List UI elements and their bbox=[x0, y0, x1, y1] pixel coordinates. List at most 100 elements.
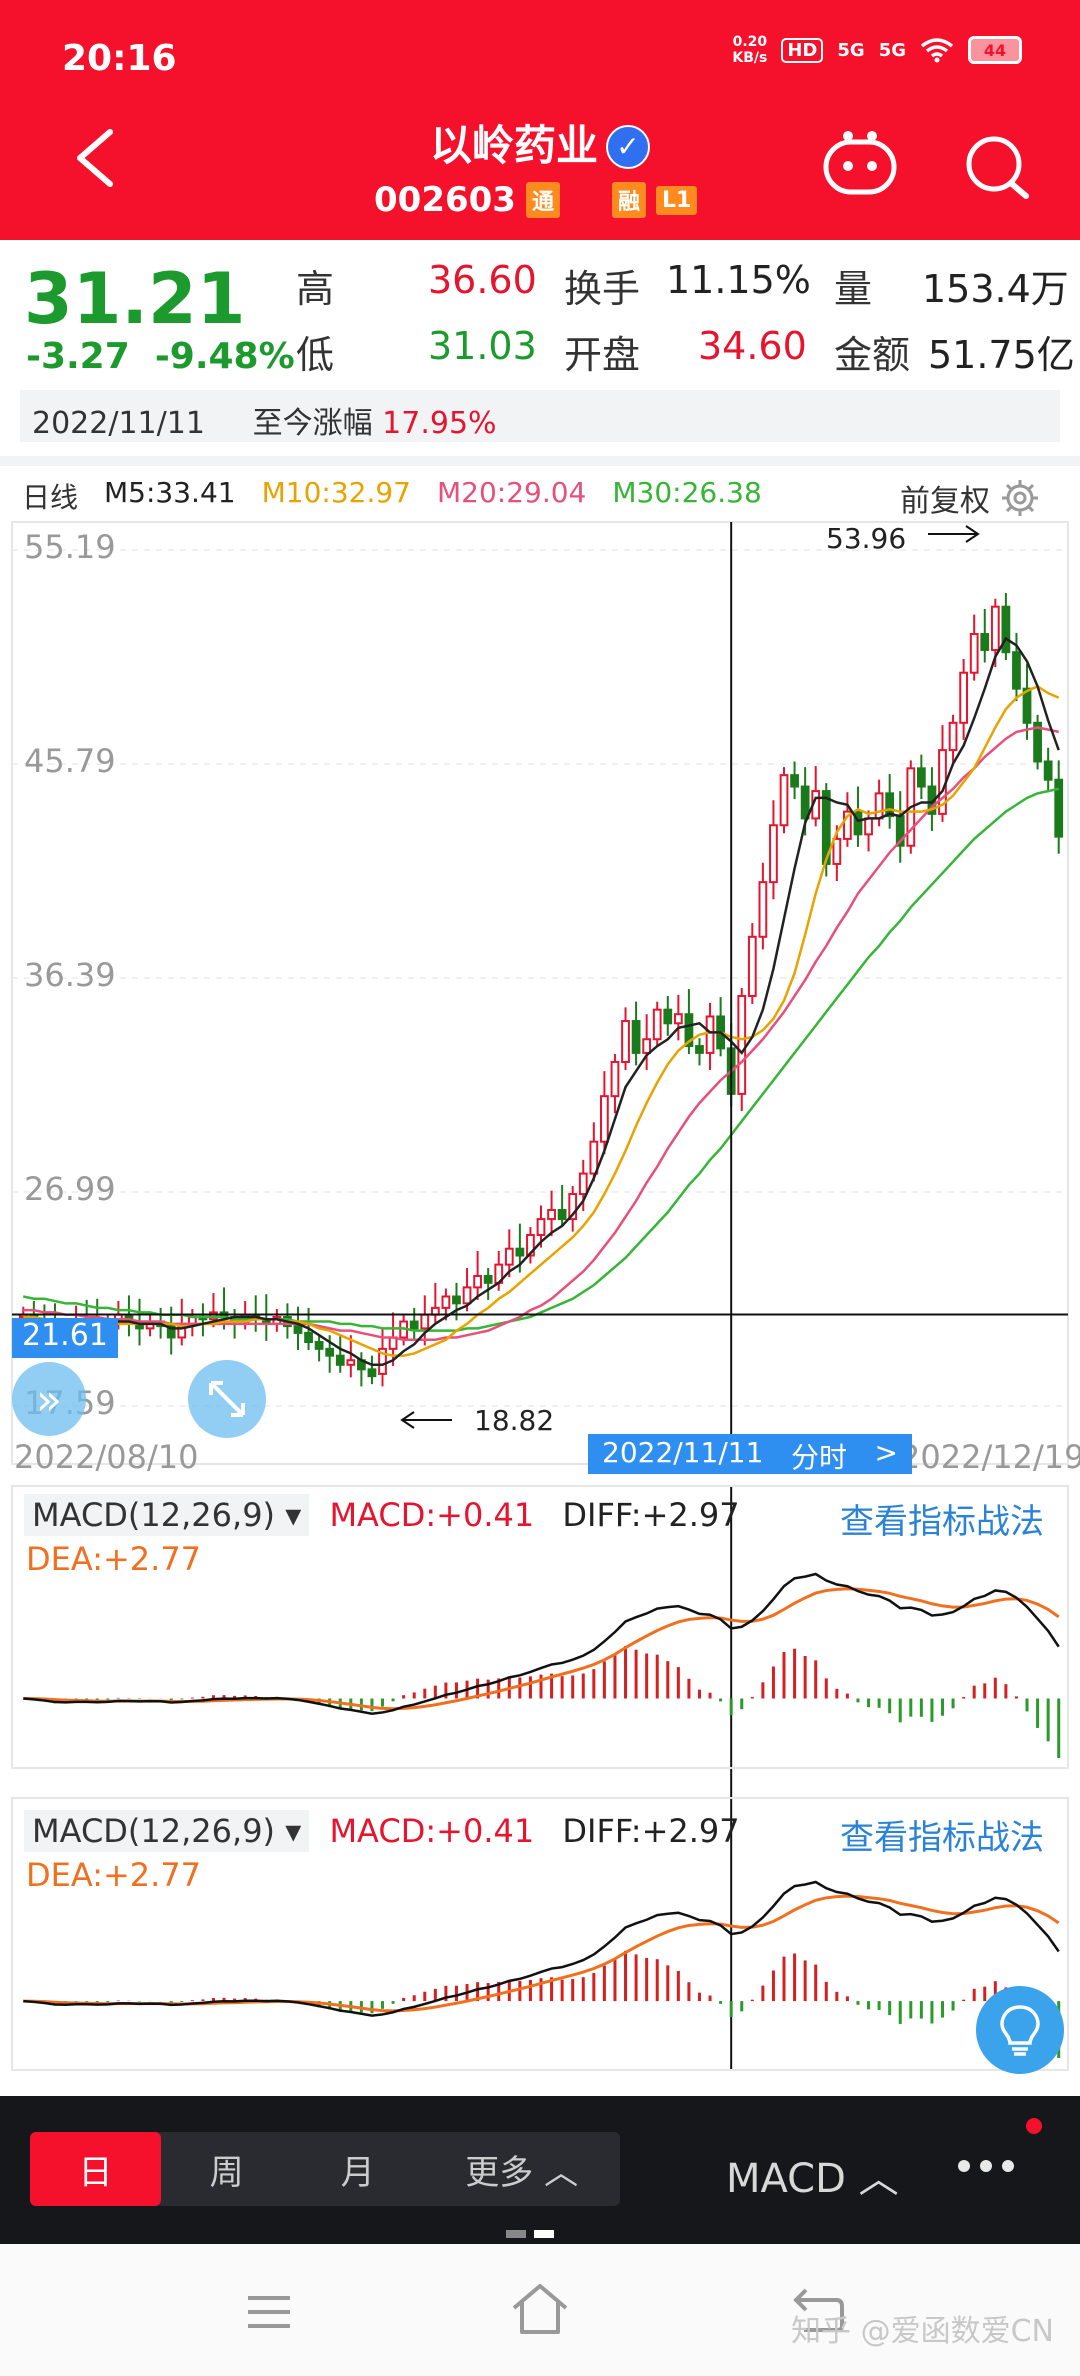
price-change: -3.27 -9.48% bbox=[26, 336, 295, 377]
crosshair-date: 2022/11/11 bbox=[602, 1436, 764, 1469]
back-icon[interactable] bbox=[72, 128, 116, 188]
watermark: 知乎 @爱函数爱CN bbox=[791, 2314, 1054, 2349]
system-nav-bar bbox=[0, 2244, 1080, 2376]
bottom-toolbar: 日 周 月 更多 ︿ MACD ︿ bbox=[0, 2096, 1080, 2244]
period-tabs: 日 周 月 更多 ︿ bbox=[30, 2132, 620, 2206]
expand-icon[interactable] bbox=[188, 1360, 266, 1438]
candle-body bbox=[378, 1347, 387, 1375]
max-price-annotation: 53.96 bbox=[826, 522, 907, 555]
macd1-selector[interactable]: MACD(12,26,9) ▾ bbox=[24, 1494, 310, 1536]
search-icon[interactable] bbox=[962, 132, 1032, 202]
candle-body bbox=[631, 1020, 641, 1054]
net-speed-unit: KB/s bbox=[732, 50, 768, 66]
candle-body bbox=[737, 994, 747, 1095]
macd1-dea: DEA:+2.77 bbox=[26, 1540, 202, 1578]
macd2-selector[interactable]: MACD(12,26,9) ▾ bbox=[24, 1810, 310, 1852]
fast-forward-icon[interactable]: » bbox=[12, 1362, 86, 1436]
candle-body bbox=[1012, 651, 1021, 690]
menu-icon[interactable] bbox=[246, 2294, 292, 2330]
ma5-line bbox=[23, 636, 1060, 1367]
turnover-label: 换手 bbox=[564, 267, 641, 311]
change-pct: -9.48% bbox=[154, 336, 295, 377]
diff-line bbox=[23, 1880, 1060, 2017]
candle-body bbox=[1022, 687, 1032, 724]
header: 20:16 0.20 KB/s HD 5G 5G 44 以岭药业 ✓ 002603 bbox=[0, 0, 1080, 240]
since-gain-bar[interactable]: 2022/11/11 至今涨幅 17.95% bbox=[20, 390, 1060, 442]
diff-line bbox=[23, 1572, 1060, 1715]
candle-body bbox=[462, 1286, 472, 1305]
candle-body bbox=[610, 1061, 620, 1098]
candle-body bbox=[515, 1247, 525, 1257]
candle-body bbox=[832, 837, 842, 865]
ma20-line bbox=[23, 726, 1059, 1342]
y-tick-label: 45.79 bbox=[24, 742, 116, 780]
candle-body bbox=[843, 810, 852, 840]
change-value: -3.27 bbox=[26, 336, 130, 377]
macd1-value: MACD:+0.41 bbox=[329, 1496, 535, 1534]
status-icons: 0.20 KB/s HD 5G 5G 44 bbox=[732, 34, 1022, 66]
indicator-selector[interactable]: MACD ︿ bbox=[726, 2146, 899, 2204]
candle-body bbox=[800, 785, 810, 820]
stock-code-row: 002603 通 融 L1 bbox=[374, 180, 698, 220]
candle-body bbox=[314, 1341, 324, 1350]
candle-body bbox=[864, 817, 873, 836]
candle-body bbox=[578, 1172, 588, 1196]
robot-assistant-icon[interactable] bbox=[822, 126, 898, 198]
signal-icon: 5G bbox=[878, 39, 906, 61]
candle-body bbox=[769, 824, 778, 884]
candle-body bbox=[409, 1320, 419, 1330]
candle-body bbox=[695, 1045, 704, 1054]
status-time: 20:16 bbox=[62, 38, 177, 79]
tag-rong: 融 bbox=[611, 182, 646, 218]
ma-legend: 日线 M5:33.41 M10:32.97 M20:29.04 M30:26.3… bbox=[22, 476, 762, 516]
chevron-up-icon: ︿ bbox=[858, 2156, 899, 2202]
back-nav-icon[interactable] bbox=[792, 2286, 846, 2334]
candle-body bbox=[420, 1313, 430, 1330]
amount-label: 金额 bbox=[834, 333, 911, 377]
candle-body bbox=[441, 1295, 451, 1309]
amount-value: 51.75亿 bbox=[928, 333, 1075, 377]
macd2-strategy-link[interactable]: 查看指标战法 bbox=[840, 1818, 1044, 1858]
candle-body bbox=[642, 1038, 652, 1054]
candle-body bbox=[1033, 721, 1042, 763]
tab-daily[interactable]: 日 bbox=[30, 2132, 162, 2206]
macd-panel-1-frame bbox=[11, 1485, 1069, 1769]
ma10-line bbox=[23, 684, 1060, 1357]
main-chart-frame bbox=[11, 521, 1069, 1465]
candle-body bbox=[166, 1325, 176, 1339]
verified-icon: ✓ bbox=[606, 124, 650, 169]
tab-monthly[interactable]: 月 bbox=[340, 2152, 375, 2193]
candle-body bbox=[990, 605, 1000, 651]
crosshair-date-tab[interactable]: 2022/11/11 分时 > bbox=[588, 1434, 912, 1474]
home-icon[interactable] bbox=[510, 2282, 570, 2336]
candle-body bbox=[621, 1020, 630, 1064]
candle-body bbox=[663, 1008, 673, 1025]
gear-icon[interactable] bbox=[1000, 478, 1040, 518]
more-menu-icon[interactable] bbox=[958, 2160, 1014, 2172]
candle-body bbox=[504, 1247, 514, 1266]
tag-tong: 通 bbox=[525, 182, 560, 218]
tab-weekly[interactable]: 周 bbox=[209, 2152, 244, 2193]
since-pct: 17.95% bbox=[382, 406, 497, 441]
intraday-link[interactable]: 分时 bbox=[790, 1441, 847, 1474]
tips-button[interactable] bbox=[976, 1986, 1064, 2074]
adjust-label: 前复权 bbox=[900, 484, 990, 519]
macd1-strategy-link[interactable]: 查看指标战法 bbox=[840, 1502, 1044, 1542]
since-label: 至今涨幅 bbox=[252, 406, 373, 441]
tab-more[interactable]: 更多 ︿ bbox=[423, 2132, 620, 2206]
volume-label: 量 bbox=[834, 267, 873, 311]
candle-body bbox=[673, 1013, 683, 1025]
macd1-selector-label: MACD(12,26,9) bbox=[32, 1496, 276, 1534]
kline-chart[interactable] bbox=[0, 518, 1080, 2078]
candle-body bbox=[346, 1359, 356, 1366]
adjust-selector[interactable]: 前复权 bbox=[900, 476, 1040, 520]
candle-body bbox=[557, 1208, 567, 1221]
macd1-header: MACD(12,26,9) ▾ MACD:+0.41 DIFF:+2.97 bbox=[24, 1494, 740, 1536]
candle-body bbox=[885, 792, 895, 818]
quote-panel: 31.21 -3.27 -9.48% 高 36.60 低 31.03 换手 11… bbox=[0, 240, 1080, 460]
y-tick-label: 26.99 bbox=[24, 1170, 116, 1208]
stock-name: 以岭药业 bbox=[429, 121, 598, 170]
candle-body bbox=[1001, 605, 1011, 654]
candle-body bbox=[747, 935, 757, 997]
